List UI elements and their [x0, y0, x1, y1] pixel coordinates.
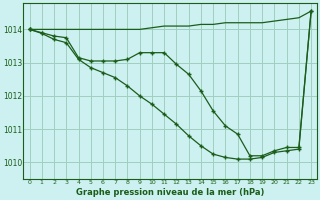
X-axis label: Graphe pression niveau de la mer (hPa): Graphe pression niveau de la mer (hPa) — [76, 188, 265, 197]
